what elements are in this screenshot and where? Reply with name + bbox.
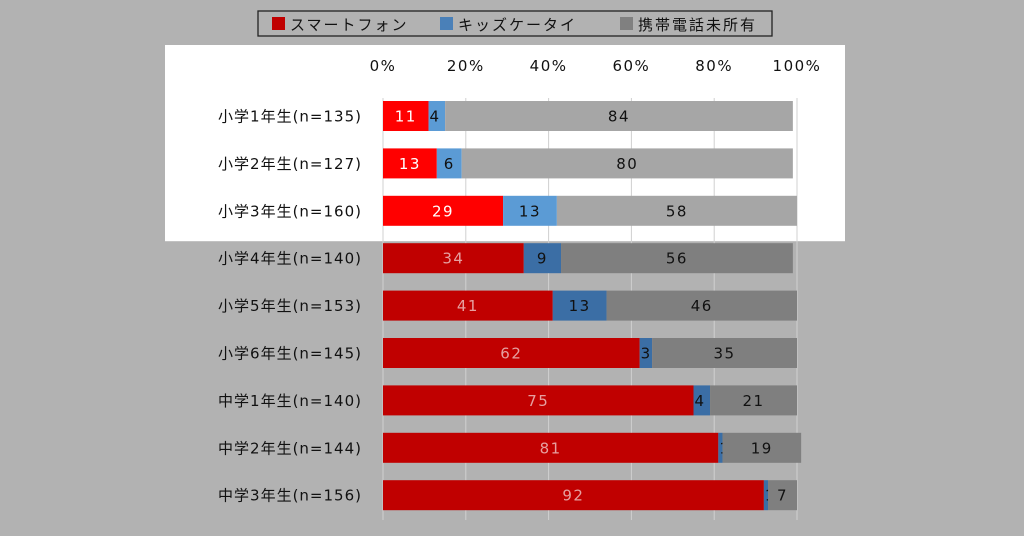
data-label: 29 — [432, 202, 454, 220]
bar-segment — [710, 385, 797, 416]
bar-segment — [461, 148, 793, 179]
data-label: 19 — [751, 439, 773, 457]
data-label: 34 — [442, 250, 464, 268]
x-tick-label: 60% — [612, 57, 650, 75]
legend-swatch-2 — [440, 17, 453, 30]
legend-label-1: スマートフォン — [290, 16, 409, 34]
data-label: 13 — [399, 155, 421, 173]
bar-segment — [383, 385, 694, 416]
category-label: 中学3年生(n=156) — [218, 487, 362, 505]
bar-segment — [606, 290, 797, 321]
bar-segment — [445, 101, 793, 131]
legend-label-3: 携帯電話未所有 — [638, 16, 757, 34]
bar-segment — [383, 338, 640, 368]
category-label: 小学6年生(n=145) — [218, 345, 362, 363]
data-label: 21 — [742, 392, 764, 410]
bar-segment — [383, 101, 429, 131]
data-label: 11 — [395, 108, 417, 126]
category-label: 小学5年生(n=153) — [218, 297, 362, 315]
category-label: 中学1年生(n=140) — [218, 392, 362, 410]
bar-segment — [763, 480, 769, 511]
data-label: 62 — [500, 345, 522, 363]
x-tick-label: 0% — [370, 57, 397, 75]
category-label: 小学3年生(n=160) — [218, 202, 362, 220]
category-label: 小学4年生(n=140) — [218, 250, 362, 268]
bar-segment — [556, 195, 797, 226]
data-label: 4 — [430, 108, 441, 126]
data-label: 35 — [714, 345, 736, 363]
bar-segment — [652, 338, 797, 368]
data-label: 9 — [537, 250, 548, 268]
bar-segment — [428, 101, 446, 131]
bar-segment — [436, 148, 462, 179]
bar-segment — [561, 243, 793, 274]
data-label: 3 — [641, 345, 652, 363]
data-label: 6 — [444, 155, 455, 173]
category-label: 小学2年生(n=127) — [218, 155, 362, 173]
legend-swatch-3 — [620, 17, 633, 30]
data-label: 58 — [666, 202, 688, 220]
bar-segment — [722, 432, 802, 463]
x-tick-label: 20% — [447, 57, 485, 75]
data-label: 41 — [457, 297, 479, 315]
bar-segment — [383, 148, 437, 179]
bar-segment — [693, 385, 711, 416]
data-label: 46 — [691, 297, 713, 315]
x-tick-label: 80% — [695, 57, 733, 75]
data-label: 13 — [569, 297, 591, 315]
data-label: 80 — [616, 155, 638, 173]
x-tick-label: 100% — [773, 57, 822, 75]
legend-label-2: キッズケータイ — [458, 16, 577, 34]
data-label: 84 — [608, 108, 630, 126]
bar-segment — [383, 480, 764, 511]
bar-segment — [383, 195, 504, 226]
data-label: 92 — [562, 487, 584, 505]
legend-box — [257, 10, 773, 37]
category-label: 中学2年生(n=144) — [218, 439, 362, 457]
bar-segment — [523, 243, 562, 274]
category-label: 小学1年生(n=135) — [218, 108, 362, 126]
data-label: 81 — [540, 439, 562, 457]
legend-swatch-1 — [272, 17, 285, 30]
bar-segment — [383, 432, 719, 463]
x-tick-label: 40% — [530, 57, 568, 75]
data-label: 75 — [527, 392, 549, 410]
bar-segment — [383, 243, 524, 274]
data-label: 13 — [519, 202, 541, 220]
bar-segment — [503, 195, 557, 226]
bar-segment — [718, 432, 723, 463]
bar-segment — [639, 338, 653, 368]
bar-segment — [383, 290, 553, 321]
data-label: 56 — [666, 250, 688, 268]
data-label: 7 — [777, 487, 788, 505]
bar-segment — [768, 480, 797, 511]
bar-segment — [552, 290, 607, 321]
data-label: 4 — [695, 392, 706, 410]
